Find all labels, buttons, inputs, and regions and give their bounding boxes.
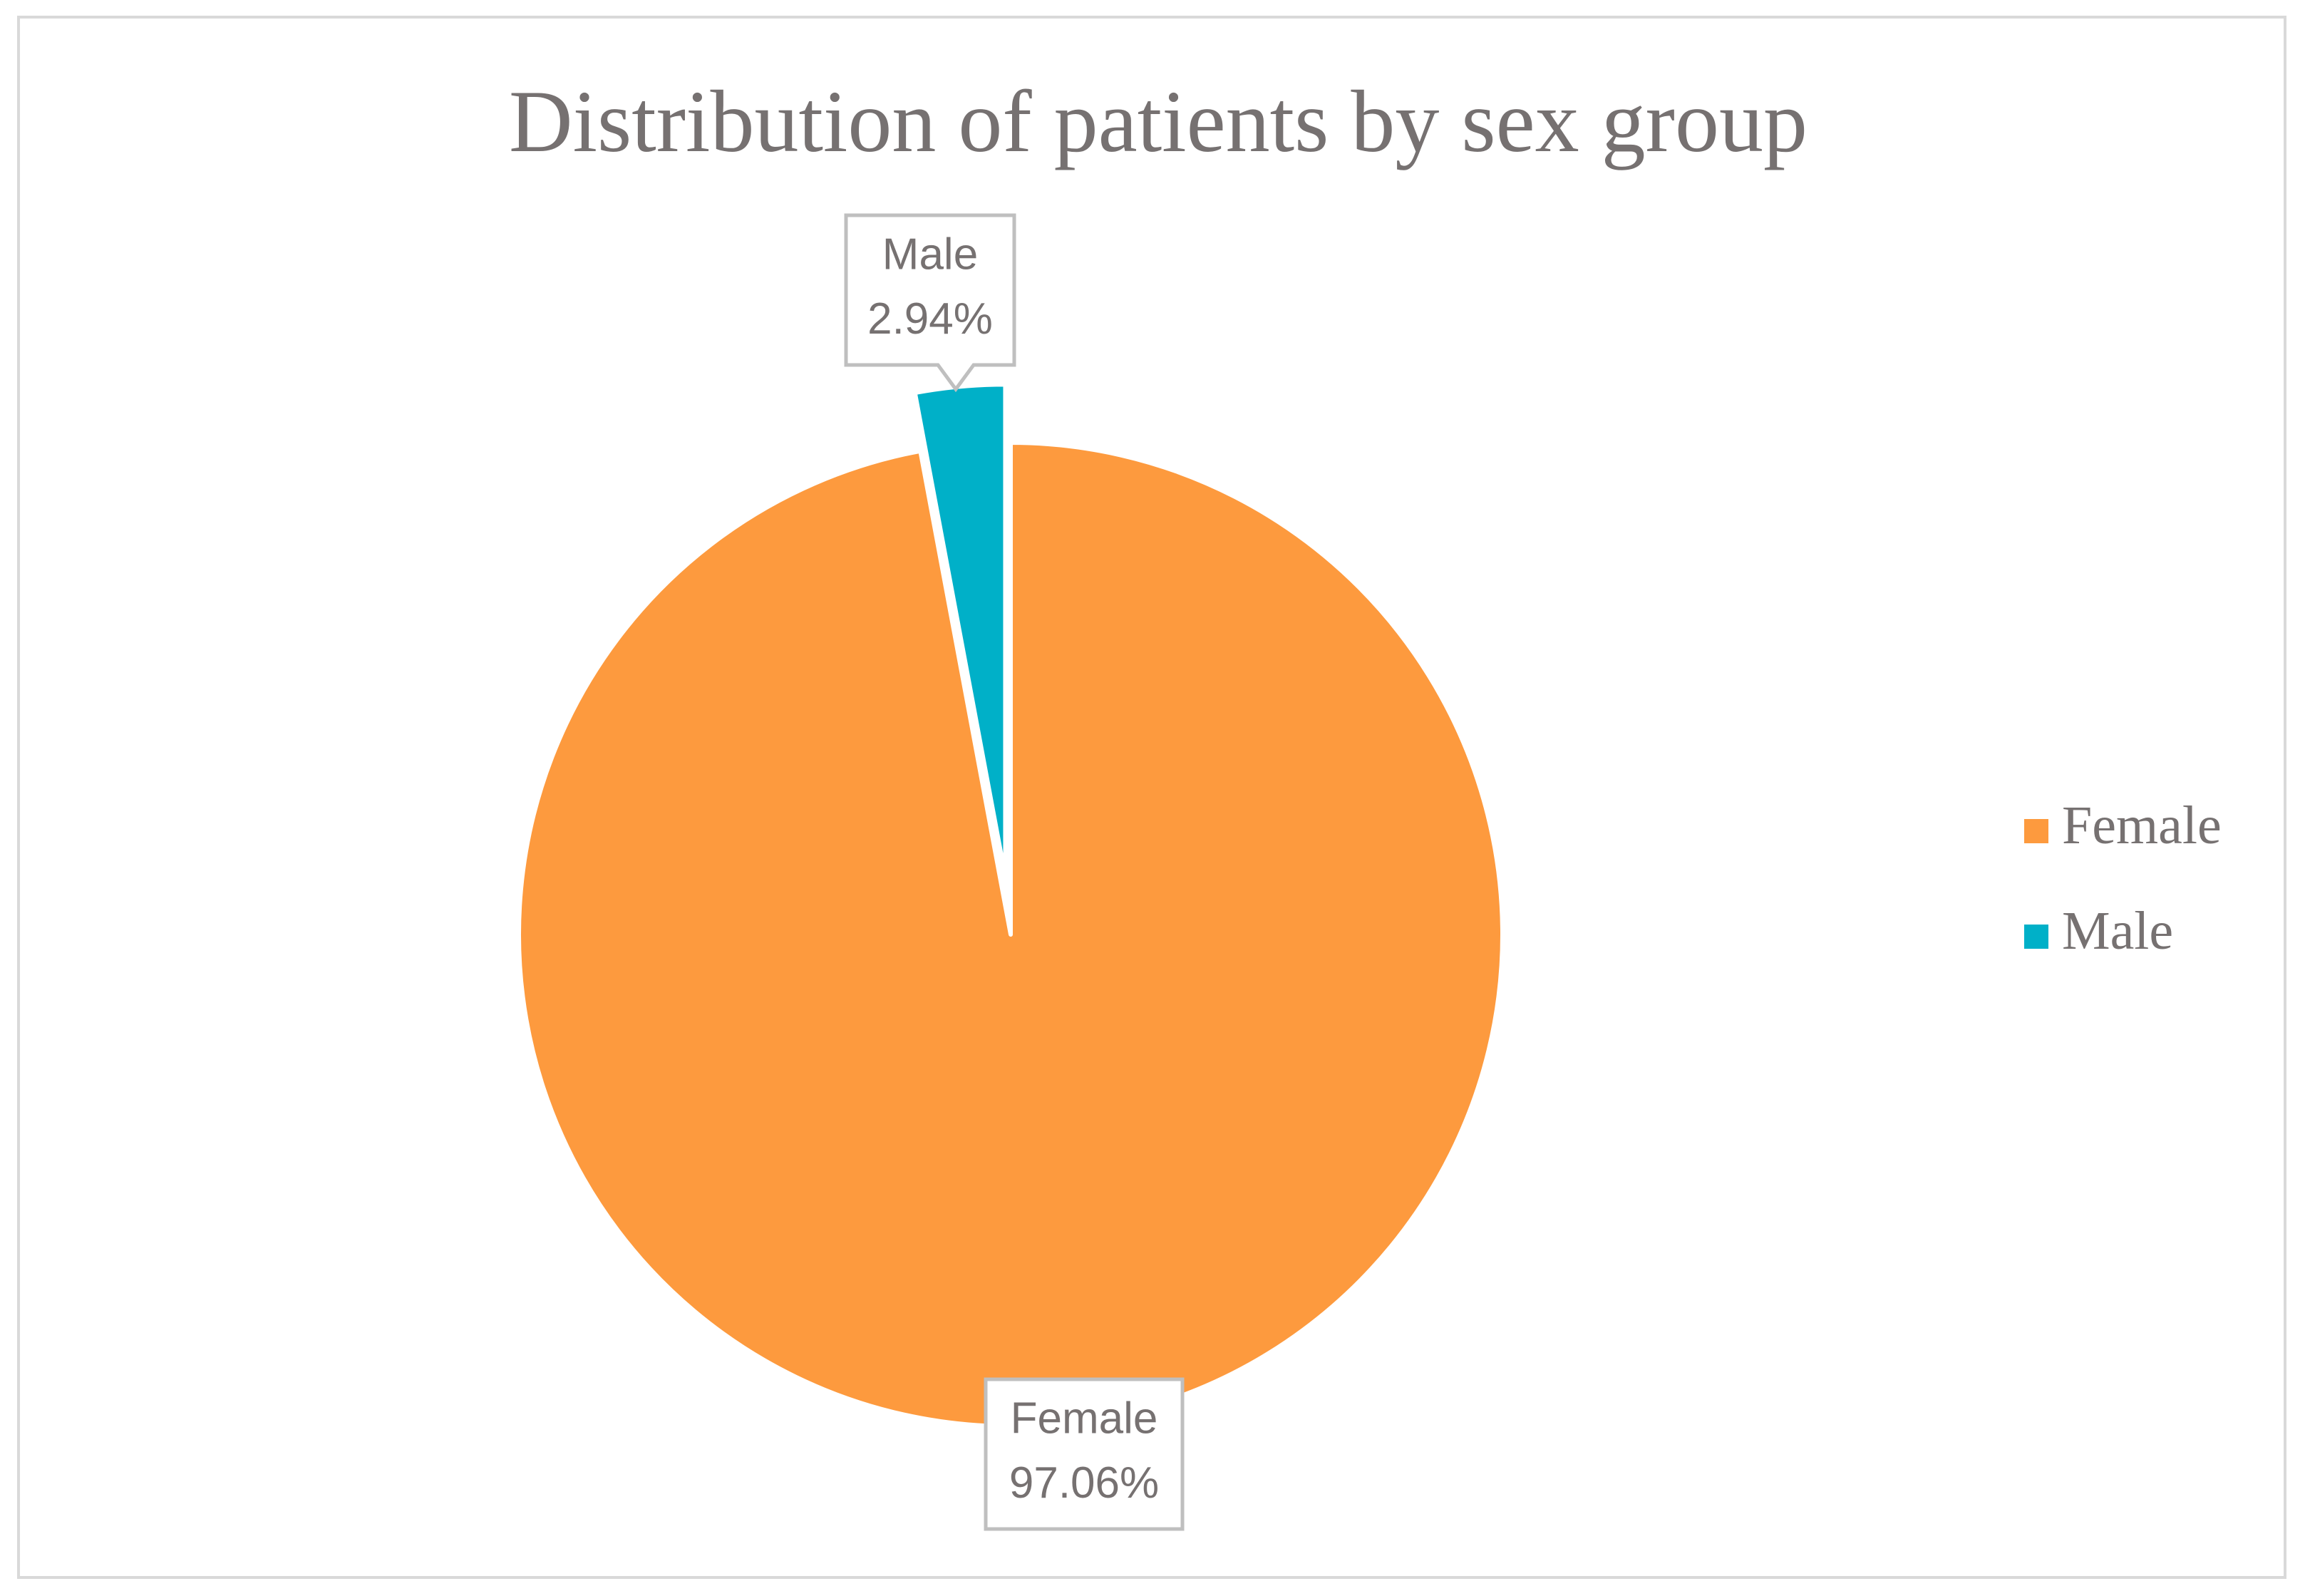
data-label-value: 97.06% [1009,1458,1159,1508]
legend: Female Male [2024,796,2222,961]
legend-label: Female [2062,796,2222,855]
data-label-male: Male 2.94% [844,213,1016,393]
pie-slices [517,382,1505,1428]
legend-label: Male [2062,901,2173,961]
legend-swatch [2024,925,2048,949]
data-label-box [844,213,1016,393]
chart-title: Distribution of patients by sex group [509,73,1808,170]
legend-item-male: Male [2024,901,2173,961]
data-labels: Female 97.06% Male 2.94% [844,213,1185,1531]
data-label-category: Male [882,230,978,279]
data-label-category: Female [1011,1394,1158,1443]
data-label-female: Female 97.06% [984,1377,1185,1531]
data-label-box [984,1377,1185,1531]
legend-item-female: Female [2024,796,2222,855]
pie-slice-female [517,441,1505,1428]
data-label-value: 2.94% [867,294,993,344]
legend-swatch [2024,819,2048,843]
